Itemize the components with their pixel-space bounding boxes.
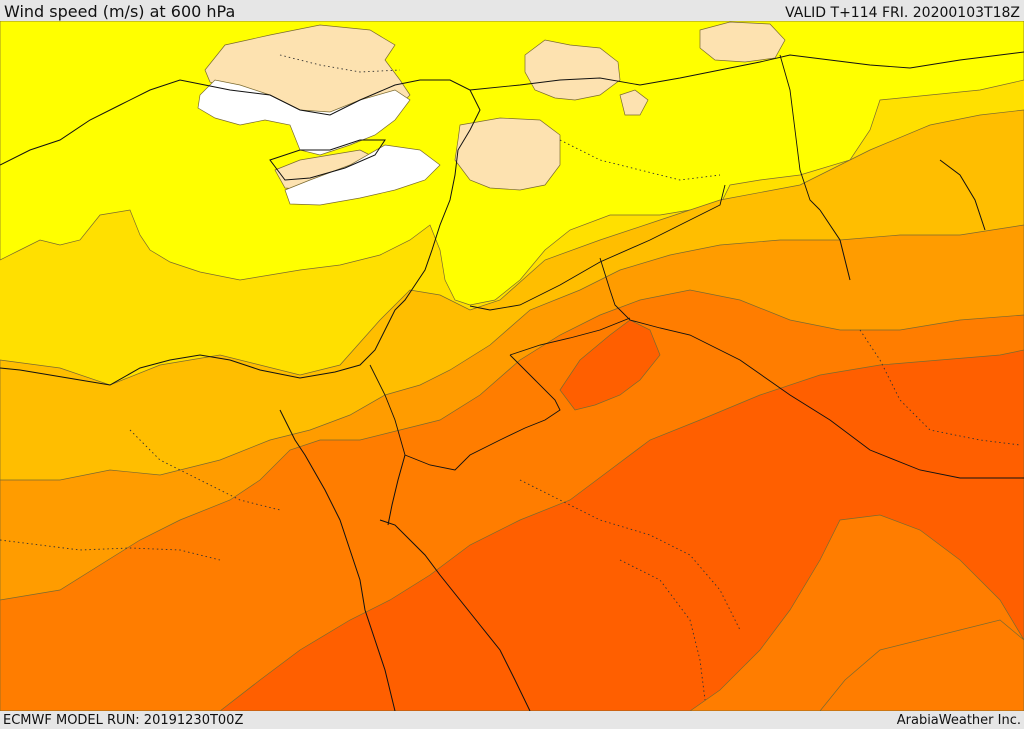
coastlines xyxy=(0,79,986,711)
wind-speed-map-canvas[interactable] xyxy=(0,21,1024,711)
credit-label: ArabiaWeather Inc. xyxy=(896,713,1021,728)
band-very-light-3 xyxy=(524,39,621,101)
band-very-strong-2 xyxy=(819,619,1024,711)
band-extreme-2 xyxy=(559,319,661,411)
internal-boundaries xyxy=(0,54,1021,701)
wind-speed-map[interactable] xyxy=(0,21,1024,711)
band-calm-2 xyxy=(284,144,441,206)
map-title: Wind speed (m/s) at 600 hPa xyxy=(4,2,236,21)
model-run-label: ECMWF MODEL RUN: 20191230T00Z xyxy=(3,713,244,728)
map-header: Wind speed (m/s) at 600 hPa VALID T+114 … xyxy=(0,0,1024,21)
valid-time-label: VALID T+114 FRI. 20200103T18Z xyxy=(785,5,1020,21)
band-extreme xyxy=(219,349,1024,711)
map-footer: ECMWF MODEL RUN: 20191230T00Z ArabiaWeat… xyxy=(0,711,1024,729)
band-very-light-4 xyxy=(699,21,786,63)
band-very-light-6 xyxy=(619,89,649,116)
borders xyxy=(369,51,1024,479)
band-very-light-2 xyxy=(454,117,561,191)
